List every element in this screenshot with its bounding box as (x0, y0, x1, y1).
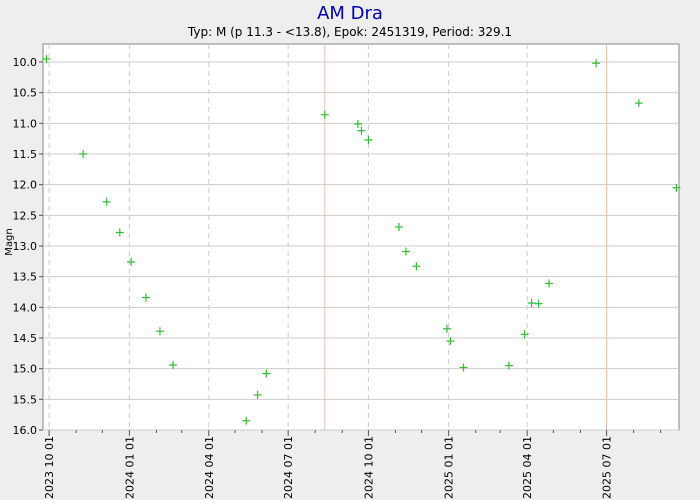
data-point (364, 135, 373, 144)
data-point (442, 324, 451, 333)
data-point (412, 262, 421, 271)
data-point (520, 330, 529, 339)
y-tick-label: 15.5 (13, 393, 38, 406)
x-tick-label: 2024 07 01 (282, 436, 295, 499)
data-point (253, 391, 262, 400)
y-tick-label: 10.0 (13, 56, 38, 69)
data-point (401, 247, 410, 256)
data-point (320, 110, 329, 119)
x-axis-ticks: 2023 10 01 2024 01 01 2024 04 01 2024 07 01… (43, 430, 662, 499)
data-point (534, 299, 543, 308)
x-tick-label: 2025 07 01 (601, 436, 614, 499)
data-point (127, 257, 136, 266)
data-point (446, 337, 455, 346)
x-tick-label: 2023 10 01 (43, 436, 56, 499)
y-tick-label: 11.5 (13, 148, 38, 161)
x-tick-label: 2024 01 01 (123, 436, 136, 499)
data-point (42, 54, 51, 63)
chart-title: AM Dra (317, 3, 383, 24)
data-point (168, 360, 177, 369)
data-point (353, 119, 362, 128)
data-point (357, 126, 366, 135)
data-point (141, 293, 150, 302)
data-points (42, 54, 681, 425)
data-point (459, 363, 468, 372)
data-point (242, 416, 251, 425)
x-tick-label: 2024 10 01 (362, 436, 375, 499)
data-point (634, 99, 643, 108)
y-tick-label: 13.0 (13, 240, 38, 253)
data-point (672, 183, 681, 192)
x-tick-label: 2024 04 01 (203, 436, 216, 499)
data-point (394, 222, 403, 231)
x-tick-label: 2025 04 01 (521, 436, 534, 499)
data-point (79, 150, 88, 158)
grid (43, 44, 679, 431)
y-tick-label: 11.0 (13, 117, 38, 130)
chart-subtitle: Typ: M (p 11.3 - <13.8), Epok: 2451319, … (187, 25, 512, 39)
data-point (592, 59, 601, 68)
vertical-markers (324, 44, 608, 430)
data-point (545, 279, 554, 288)
data-point (115, 228, 124, 237)
y-tick-label: 12.0 (13, 179, 38, 192)
y-tick-label: 12.5 (13, 209, 38, 222)
y-tick-label: 13.5 (13, 271, 38, 284)
y-tick-label: 10.5 (13, 87, 38, 100)
data-point (102, 197, 111, 206)
y-tick-label: 16.0 (13, 424, 38, 437)
plot-area (42, 43, 680, 431)
y-tick-label: 14.5 (13, 332, 38, 345)
y-tick-label: 14.0 (13, 301, 38, 314)
data-point (262, 369, 271, 378)
data-point (155, 327, 164, 336)
y-tick-label: 15.0 (13, 363, 38, 376)
data-point (504, 361, 513, 370)
data-point (527, 299, 536, 308)
y-axis-label: Magn (4, 228, 15, 255)
x-tick-label: 2025 01 01 (443, 436, 456, 499)
y-axis-ticks: 10.0 10.5 11.0 11.5 12.0 12.5 13.0 13.5 14.0 14.5… (13, 56, 43, 437)
